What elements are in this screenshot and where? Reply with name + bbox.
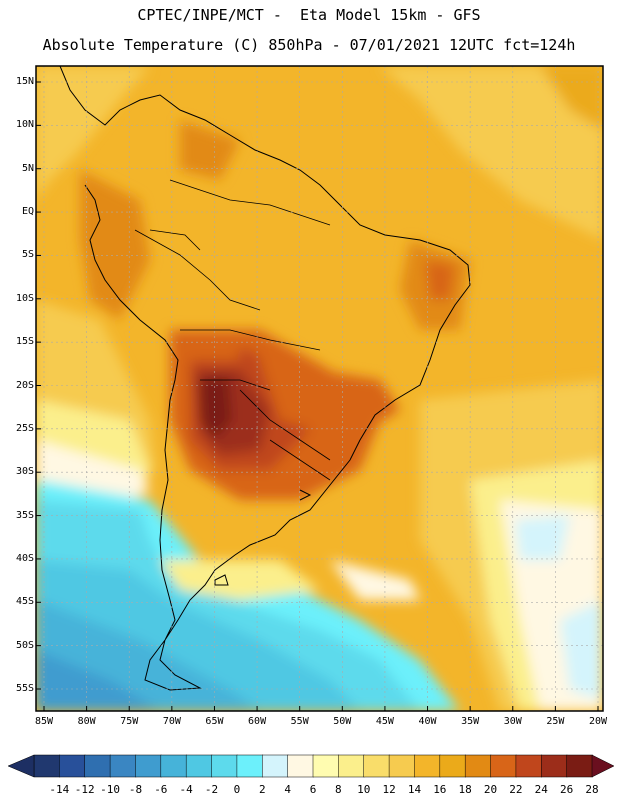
lon-label-35w: 35W	[461, 716, 480, 727]
colorbar-swatch	[33, 754, 61, 778]
colorbar-label: 2	[258, 783, 266, 796]
lon-label-85w: 85W	[34, 716, 54, 727]
colorbar-label: -4	[179, 783, 193, 796]
colorbar-label: 10	[357, 783, 371, 796]
colorbar-swatch	[59, 754, 86, 778]
colorbar-swatch	[84, 754, 111, 778]
colorbar-label: -6	[154, 783, 168, 796]
colorbar-swatch	[464, 754, 492, 778]
colorbar-swatch	[414, 754, 441, 778]
colorbar-swatch	[160, 754, 187, 778]
lat-label-eq: EQ	[21, 206, 34, 218]
lon-label-30w: 30W	[503, 716, 522, 727]
lon-label-50w: 50W	[333, 716, 352, 727]
map-frame	[35, 65, 604, 712]
lat-label-35s: 35S	[15, 509, 34, 521]
lat-label-20s: 20S	[15, 379, 34, 391]
colorbar-label: -14	[49, 783, 70, 796]
colorbar-label: -12	[74, 783, 95, 796]
colorbar-label: -10	[100, 783, 121, 796]
lon-label-65w: 65W	[205, 716, 224, 727]
lon-label-80w: 80W	[77, 716, 96, 727]
colorbar-swatch	[566, 754, 593, 778]
lon-label-40w: 40W	[418, 716, 437, 727]
colorbar-swatch	[515, 754, 543, 778]
coastlines	[59, 66, 471, 691]
lat-label-5n: 5N	[21, 162, 34, 174]
colorbar-label: 8	[335, 783, 342, 796]
lat-label-15n: 15N	[15, 76, 34, 87]
colorbar-label: 6	[309, 783, 317, 796]
lon-label-45w: 45W	[375, 716, 394, 727]
colorbar-swatch	[262, 754, 289, 778]
lon-label-60w: 60W	[248, 716, 267, 727]
colorbar-swatch	[236, 754, 264, 778]
colorbar-swatch	[541, 754, 568, 778]
colorbar-label: 28	[585, 783, 599, 796]
colorbar-label: 26	[560, 783, 574, 796]
colorbar-swatch	[363, 754, 390, 778]
lon-label-70w: 70W	[162, 716, 181, 727]
colorbar-label: 16	[433, 783, 447, 796]
lon-label-55w: 55W	[290, 716, 309, 727]
colorbar-label: -8	[128, 783, 143, 796]
colorbar-swatch	[439, 754, 466, 778]
colorbar-swatch	[490, 754, 517, 778]
lat-label-10s: 10S	[15, 292, 34, 304]
lon-label-20w: 20W	[588, 716, 608, 727]
lat-label-15s: 15S	[15, 336, 34, 348]
colorbar-swatch	[185, 754, 213, 778]
map-subtitle: Absolute Temperature (C) 850hPa - 07/01/…	[42, 36, 576, 54]
colorbar-swatch	[388, 754, 416, 778]
lat-label-50s: 50S	[15, 639, 34, 651]
lat-label-10n: 10N	[15, 119, 34, 131]
lat-label-45s: 45S	[15, 596, 34, 608]
colorbar	[7, 754, 615, 778]
lon-label-25w: 25W	[546, 716, 565, 727]
map-title: CPTEC/INPE/MCT - Eta Model 15km - GFS	[137, 6, 481, 24]
colorbar-label: 14	[407, 783, 422, 796]
colorbar-swatch	[135, 754, 162, 778]
lat-label-40s: 40S	[15, 552, 34, 564]
colorbar-label: 4	[284, 783, 291, 796]
colorbar-label: 18	[458, 783, 472, 796]
colorbar-max-arrow	[591, 754, 615, 778]
colorbar-label: -2	[204, 783, 219, 796]
colorbar-swatch	[312, 754, 340, 778]
colorbar-label: 0	[233, 783, 241, 796]
colorbar-swatch	[338, 754, 365, 778]
colorbar-swatch	[287, 754, 314, 778]
lat-label-30s: 30S	[15, 466, 34, 478]
colorbar-swatch	[109, 754, 137, 778]
lat-label-5s: 5S	[21, 249, 34, 261]
colorbar-label: 12	[382, 783, 396, 796]
colorbar-label: 22	[509, 783, 523, 796]
temperature-field	[36, 66, 603, 711]
lat-label-55s: 55S	[15, 683, 34, 694]
colorbar-label: 20	[483, 783, 498, 796]
lon-label-75w: 75W	[120, 716, 139, 727]
country-borders	[134, 179, 331, 481]
colorbar-label: 24	[534, 783, 548, 796]
colorbar-min-arrow	[7, 754, 35, 778]
lat-label-25s: 25S	[15, 422, 34, 434]
colorbar-swatch	[211, 754, 238, 778]
